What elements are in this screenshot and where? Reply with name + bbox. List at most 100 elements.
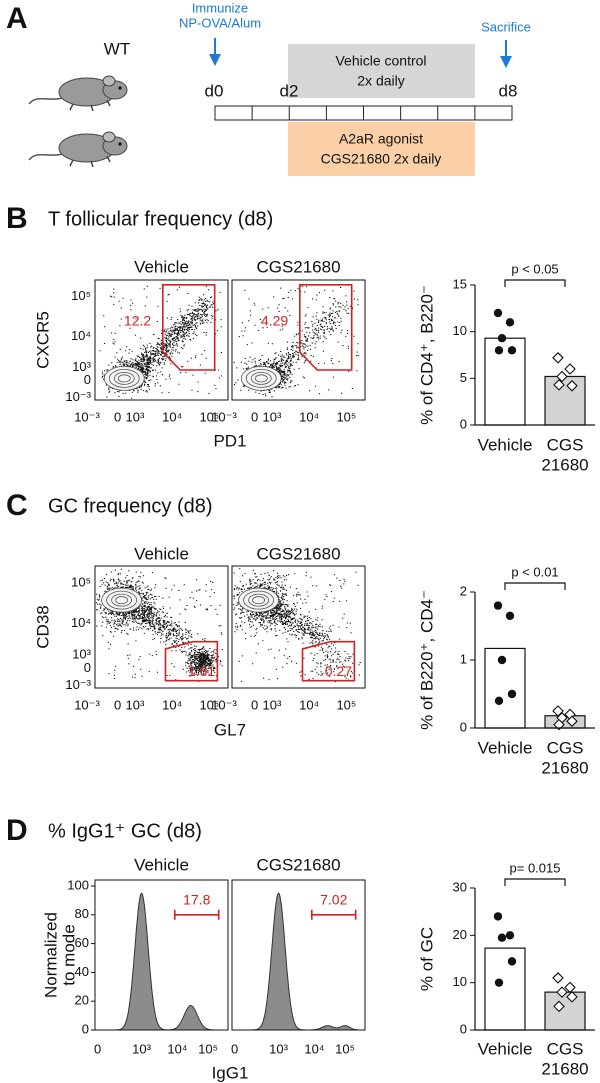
- y-tick-label: 10⁵: [71, 575, 91, 590]
- data-point: [566, 991, 578, 1003]
- x-tick-label: 10⁵: [199, 697, 219, 712]
- gate: [311, 909, 357, 920]
- x-tick-label: 10⁵: [336, 409, 356, 424]
- data-point: [493, 601, 503, 610]
- category-label: Vehicle: [478, 1039, 533, 1058]
- panel-label: C: [6, 489, 28, 522]
- x-tick-label: 10⁴: [162, 697, 182, 712]
- contour: [240, 365, 282, 391]
- bar: [484, 947, 526, 1031]
- data-point: [566, 715, 578, 727]
- significance-bracket: [504, 878, 566, 886]
- contour: [103, 365, 145, 391]
- vehicle-box-text: 2x daily: [357, 73, 404, 89]
- condition-label: Vehicle: [134, 544, 189, 563]
- day-label: d0: [205, 81, 224, 100]
- x-tick-label: 10⁻³: [211, 409, 237, 424]
- x-tick-label: 10⁵: [336, 697, 356, 712]
- y-tick-label: 0: [82, 1021, 89, 1036]
- x-tick-label: 10⁻³: [74, 697, 100, 712]
- plot-frame: [231, 279, 366, 401]
- x-tick-label: 0: [231, 1041, 238, 1056]
- gate: [162, 283, 216, 371]
- x-tick-label: 10⁵: [198, 1041, 218, 1056]
- contour: [254, 374, 268, 383]
- contour: [106, 590, 137, 610]
- gate-value: 0.27: [325, 663, 352, 679]
- condition-label: CGS21680: [256, 855, 340, 874]
- y-tick-label: 10⁴: [71, 328, 91, 343]
- bar: [484, 337, 526, 426]
- x-tick-label: 10³: [126, 697, 145, 712]
- x-tick-label: 10³: [132, 1041, 151, 1056]
- significance-bracket: [504, 582, 566, 590]
- histogram-curve: [232, 892, 365, 1031]
- p-value: p < 0.05: [511, 261, 558, 276]
- data-point: [507, 346, 517, 355]
- gate: [299, 283, 353, 371]
- x-tick-label: 0: [94, 1041, 101, 1056]
- data-point: [494, 978, 504, 987]
- immunize-label: NP-OVA/Alum: [179, 15, 261, 30]
- significance-bracket: [504, 279, 566, 287]
- data-point: [552, 705, 564, 717]
- condition-label: CGS21680: [256, 257, 340, 276]
- mouse-icon: [28, 131, 128, 168]
- contour: [243, 590, 275, 610]
- contour: [111, 593, 132, 607]
- y-tick-label: 10⁻³: [65, 677, 91, 692]
- mouse-icon: [28, 75, 128, 112]
- y-axis-label: CD38: [33, 605, 52, 648]
- x-tick-label: 10³: [263, 409, 282, 424]
- gate-value: 4.29: [261, 313, 288, 329]
- data-point: [507, 689, 517, 699]
- data-point: [552, 352, 564, 364]
- y-tick-label: 2: [460, 583, 467, 598]
- data-point: [497, 655, 507, 665]
- panel-title: % IgG1⁺ GC (d8): [48, 820, 202, 842]
- x-tick-label: 10⁵: [199, 409, 219, 424]
- contour: [252, 596, 266, 605]
- contour: [117, 374, 131, 383]
- condition-label: CGS21680: [256, 544, 340, 563]
- y-tick-label: 60: [75, 935, 89, 950]
- y-tick-label: 10³: [72, 359, 91, 374]
- x-tick-label: 0: [114, 697, 121, 712]
- y-tick-label: 40: [75, 964, 89, 979]
- y-tick-label: 10⁴: [71, 615, 91, 630]
- y-tick-label: 0: [84, 660, 91, 675]
- agonist-box-text: A2aR agonist: [339, 131, 423, 147]
- y-tick-label: 0: [460, 1021, 467, 1036]
- plot-frame: [231, 879, 366, 1031]
- day-label: d8: [499, 81, 518, 100]
- data-point: [505, 318, 515, 327]
- category-label: 21680: [541, 1059, 588, 1078]
- bar: [544, 375, 586, 426]
- contour: [101, 587, 142, 613]
- contour: [245, 368, 277, 388]
- data-point: [564, 363, 576, 375]
- data-point: [553, 718, 565, 731]
- y-tick-label: 15: [453, 276, 467, 291]
- y-tick-label: 0: [84, 372, 91, 387]
- panel-title: GC frequency (d8): [48, 495, 213, 517]
- strain: WT: [104, 39, 130, 58]
- category-label: 21680: [541, 455, 588, 474]
- gate-value: 12.2: [124, 313, 151, 329]
- contour: [250, 371, 272, 385]
- y-tick-label: 80: [75, 906, 89, 921]
- y-axis-label: Normalized: [41, 912, 60, 998]
- plot-frame: [94, 879, 229, 1031]
- category-label: Vehicle: [478, 738, 533, 757]
- y-tick-label: 10⁻³: [65, 389, 91, 404]
- data-point: [505, 611, 515, 620]
- y-tick-label: 0: [460, 719, 467, 734]
- condition-label: Vehicle: [134, 257, 189, 276]
- data-point: [493, 308, 503, 318]
- data-point: [564, 981, 576, 994]
- category-label: CGS: [547, 1039, 584, 1058]
- condition-label: Vehicle: [134, 855, 189, 874]
- x-axis-label: IgG1: [212, 1063, 249, 1082]
- y-tick-label: 20: [75, 993, 89, 1008]
- timeline: [214, 105, 513, 121]
